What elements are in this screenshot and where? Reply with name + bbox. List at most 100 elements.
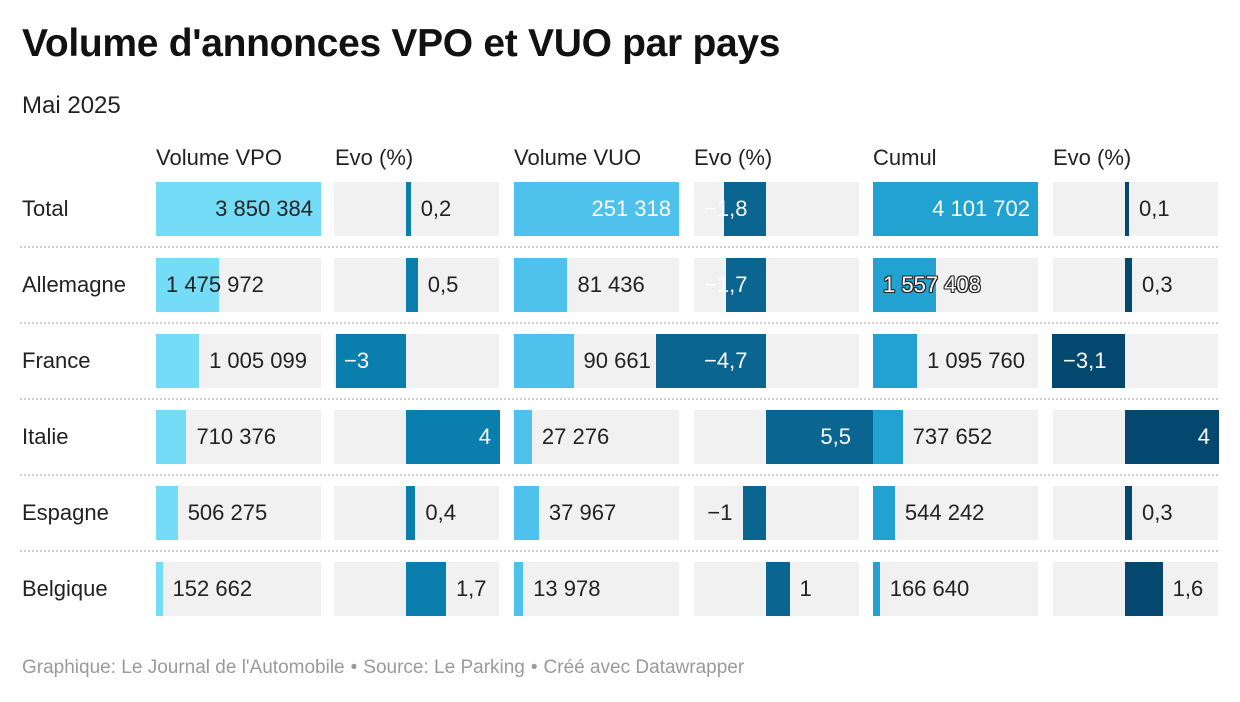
evo-vpo-cell: −3 <box>334 334 499 388</box>
volume-vpo-value: 506 275 <box>187 500 268 525</box>
evo-cumul-value: 0,3 <box>1142 272 1173 297</box>
table-row: Espagne 506 275 0,4 37 967 −1 544 242 0,3 <box>0 486 1240 562</box>
volume-vuo-cell: 37 967 <box>514 486 679 540</box>
evo-vpo-cell: 1,7 <box>334 562 499 616</box>
volume-vpo-cell: 506 275 <box>156 486 321 540</box>
evo-vpo-cell: 0,5 <box>334 258 499 312</box>
footer-separator: • <box>350 657 358 678</box>
volume-vpo-value: 1 005 099 <box>209 348 307 373</box>
volume-vuo-cell: 90 661 <box>514 334 679 388</box>
volume-vpo-value: 710 376 <box>196 424 276 449</box>
volume-vuo-value: 37 967 <box>548 500 617 525</box>
evo-vuo-value: 1 <box>799 576 812 601</box>
evo-vpo-value: 1,7 <box>455 576 487 601</box>
evo-vuo-cell: 1 <box>694 562 859 616</box>
evo-vuo-bar <box>726 258 766 312</box>
volume-vpo-bar <box>156 334 200 388</box>
volume-vuo-cell: 251 318 <box>514 182 679 236</box>
cumul-cell: 737 652 <box>873 410 1038 464</box>
evo-vuo-value: −1,8 <box>704 196 748 221</box>
evo-cumul-cell: −3,1 <box>1052 334 1218 388</box>
volume-vuo-cell: 81 436 <box>514 258 679 312</box>
volume-vpo-bar <box>156 182 321 236</box>
evo-vpo-cell: 0,4 <box>334 486 499 540</box>
evo-vpo-value: 0,5 <box>427 272 459 297</box>
cumul-value: 544 242 <box>904 500 985 525</box>
evo-cumul-cell: 0,3 <box>1053 486 1218 540</box>
row-label-country: France <box>22 348 91 373</box>
chart-subtitle: Mai 2025 <box>22 92 121 119</box>
row-label-country: Belgique <box>22 576 108 601</box>
evo-cumul-value: 1,6 <box>1172 576 1204 601</box>
table-row: Belgique 152 662 1,7 13 978 1 166 640 1,6 <box>0 562 1240 638</box>
cumul-value: 737 652 <box>912 424 993 449</box>
row-separator <box>20 322 1218 324</box>
evo-vuo-bar <box>766 562 790 616</box>
table-row: Italie 710 376 4 27 276 5,5 737 652 4 <box>0 410 1240 486</box>
header-evo-vpo: Evo (%) <box>335 145 414 170</box>
header-evo-vuo: Evo (%) <box>694 145 773 170</box>
cumul-value: 1 095 760 <box>927 348 1025 373</box>
evo-vuo-value: −1,7 <box>704 272 748 297</box>
evo-vuo-cell: 5,5 <box>694 410 896 464</box>
cumul-bar <box>873 562 880 616</box>
evo-cumul-value: 0,1 <box>1139 196 1170 221</box>
evo-vpo-bar <box>406 410 500 464</box>
cumul-cell: 4 101 702 <box>873 182 1038 236</box>
evo-vuo-bar <box>655 334 766 388</box>
row-separator <box>20 398 1218 400</box>
cumul-bar <box>873 486 895 540</box>
evo-vuo-value: −4,7 <box>704 348 748 373</box>
volume-vuo-bar <box>514 334 574 388</box>
row-separator <box>20 474 1218 476</box>
evo-vpo-bar <box>406 486 416 540</box>
evo-cumul-cell: 0,3 <box>1053 258 1218 312</box>
volume-vpo-bar <box>156 258 220 312</box>
volume-vpo-cell: 1 475 972 <box>156 258 321 312</box>
evo-cumul-bar <box>1125 410 1219 464</box>
volume-vuo-value: 81 436 <box>577 272 645 297</box>
evo-cumul-value: 0,3 <box>1142 500 1173 525</box>
table-row: France 1 005 099 −3 90 661 −4,7 1 095 760 −3,1 <box>0 334 1240 410</box>
volume-vpo-cell: 710 376 <box>156 410 321 464</box>
evo-vuo-bar <box>723 182 766 236</box>
evo-cumul-bar <box>1052 334 1125 388</box>
row-label-country: Allemagne <box>22 272 126 297</box>
evo-cumul-bar <box>1125 562 1163 616</box>
evo-vpo-value: 0,4 <box>425 500 456 525</box>
volume-vuo-bar <box>514 258 568 312</box>
table-row: Allemagne 1 475 972 0,5 81 436 −1,7 1 557 408… <box>0 258 1240 334</box>
cumul-bar <box>873 334 918 388</box>
footer-separator: • <box>530 657 538 678</box>
header-cumul: Cumul <box>873 145 937 170</box>
cumul-value: 166 640 <box>889 576 970 601</box>
evo-vpo-cell: 0,2 <box>334 182 499 236</box>
volume-vuo-bar <box>514 562 524 616</box>
cumul-value: 1 557 408 <box>883 272 981 297</box>
header-volume-vuo: Volume VUO <box>514 145 642 170</box>
table-row: Total 3 850 384 0,2 251 318 −1,8 4 101 702 0,1 <box>0 182 1240 258</box>
footer-source: Source: Le Parking <box>363 657 525 678</box>
cumul-value: 4 101 702 <box>932 196 1030 221</box>
evo-vpo-cell: 4 <box>334 410 500 464</box>
evo-cumul-value: −3,1 <box>1063 348 1107 373</box>
footer-credit: Graphique: Le Journal de l'Automobile <box>22 657 345 678</box>
evo-vpo-value: 0,2 <box>420 196 452 221</box>
cumul-bar <box>873 182 1038 236</box>
evo-cumul-bar <box>1125 258 1133 312</box>
evo-vpo-bar <box>335 334 406 388</box>
cumul-cell: 1 095 760 <box>873 334 1038 388</box>
evo-vpo-value: −3 <box>344 348 370 373</box>
cumul-bar <box>873 258 936 312</box>
row-separator <box>20 246 1218 248</box>
volume-vuo-value: 251 318 <box>591 196 671 221</box>
volume-vuo-value: 27 276 <box>541 424 610 449</box>
volume-vpo-bar <box>156 410 187 464</box>
chart-title: Volume d'annonces VPO et VUO par pays <box>22 22 781 65</box>
evo-vuo-value: −1 <box>707 500 733 525</box>
volume-vpo-cell: 152 662 <box>156 562 321 616</box>
row-label-country: Total <box>22 196 69 221</box>
volume-vpo-bar <box>156 562 163 616</box>
volume-vpo-cell: 1 005 099 <box>156 334 321 388</box>
row-separator <box>20 550 1218 552</box>
